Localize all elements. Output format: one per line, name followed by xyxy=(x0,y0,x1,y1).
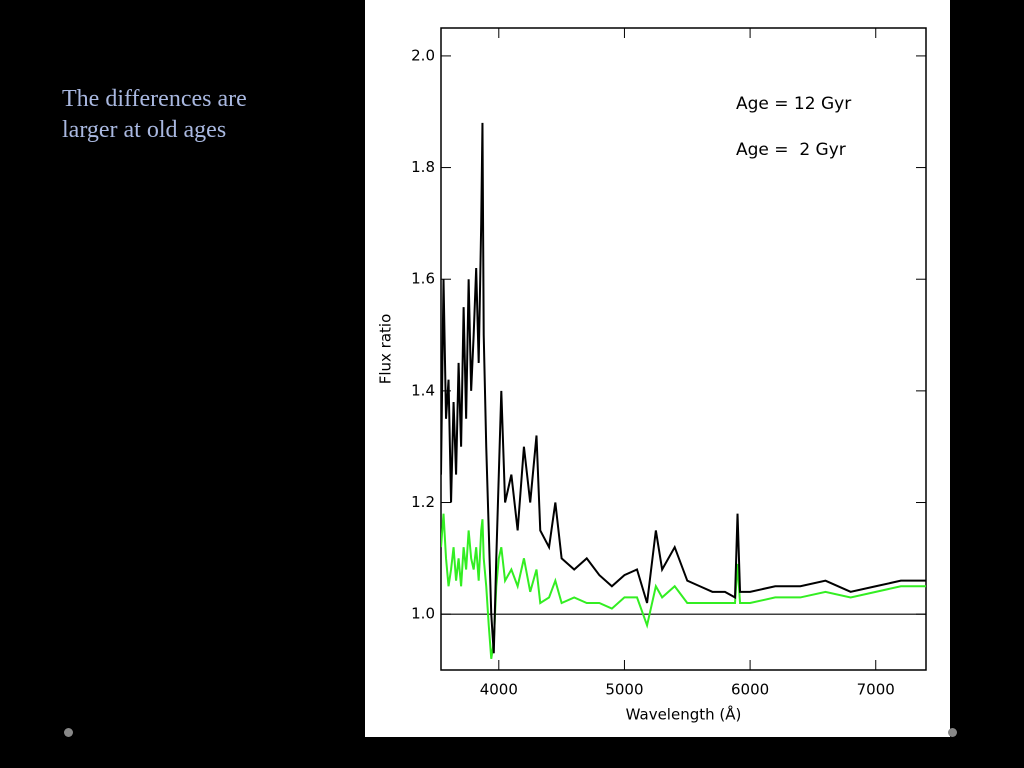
series-line xyxy=(441,513,926,659)
x-tick-label: 6000 xyxy=(731,681,769,699)
slide-text: The differences are larger at old ages xyxy=(62,84,247,146)
x-axis-label: Wavelength (Å) xyxy=(626,705,742,724)
y-tick-label: 1.8 xyxy=(411,158,435,176)
y-tick-label: 1.4 xyxy=(411,381,435,399)
y-tick-label: 2.0 xyxy=(411,46,435,64)
y-tick-label: 1.6 xyxy=(411,270,435,288)
x-tick-label: 7000 xyxy=(857,681,895,699)
legend-label: Age = 2 Gyr xyxy=(736,140,846,160)
y-tick-label: 1.0 xyxy=(411,605,435,623)
text-line: The differences are xyxy=(62,86,247,112)
nav-dot xyxy=(64,728,73,737)
x-tick-label: 4000 xyxy=(480,681,518,699)
plot-area xyxy=(441,122,926,659)
y-axis-label: Flux ratio xyxy=(377,314,395,385)
y-tick-label: 1.2 xyxy=(411,493,435,511)
legend-label: Age = 12 Gyr xyxy=(736,94,851,114)
plot-frame xyxy=(440,27,927,671)
x-tick-label: 5000 xyxy=(605,681,643,699)
series-line xyxy=(441,122,926,654)
text-line: larger at old ages xyxy=(62,117,227,143)
nav-dot xyxy=(948,728,957,737)
